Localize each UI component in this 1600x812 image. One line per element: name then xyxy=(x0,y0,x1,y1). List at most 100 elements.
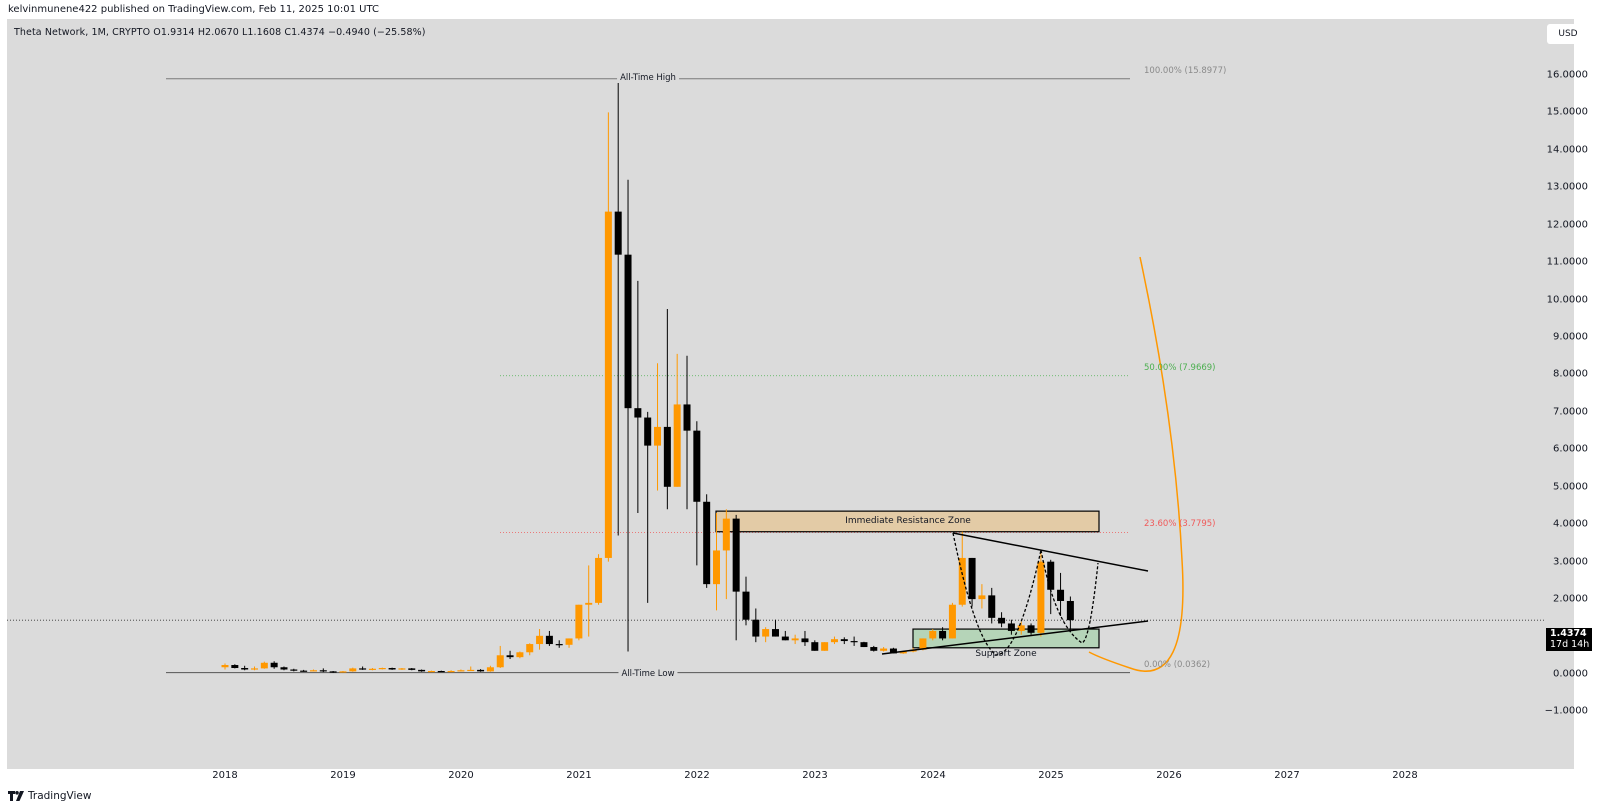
candle-body xyxy=(506,655,514,658)
candle-body xyxy=(467,669,475,672)
year-tick: 2023 xyxy=(802,770,828,781)
candle-body xyxy=(486,667,494,672)
price-tick: 12.0000 xyxy=(1546,219,1588,231)
candle-body xyxy=(555,644,563,646)
candle-body xyxy=(516,652,524,658)
candle-body xyxy=(673,404,681,487)
candle-body xyxy=(398,668,406,670)
candle-body xyxy=(1037,561,1045,633)
candle-body xyxy=(388,668,396,670)
fib-level-label: 23.60% (3.7795) xyxy=(1144,519,1216,530)
candle-body xyxy=(1027,625,1035,633)
candle-body xyxy=(889,648,897,654)
candle-body xyxy=(693,430,701,502)
candle-body xyxy=(968,557,976,600)
price-tick: 9.0000 xyxy=(1553,331,1588,343)
candle-body xyxy=(703,501,711,585)
price-tick: 16.0000 xyxy=(1546,69,1588,81)
candle-body xyxy=(762,629,770,637)
price-tick: −1.0000 xyxy=(1544,705,1588,717)
price-tick: 2.0000 xyxy=(1553,593,1588,605)
candle-body xyxy=(948,604,956,639)
candle-body xyxy=(801,638,809,643)
candle-body xyxy=(791,638,799,641)
year-tick: 2021 xyxy=(566,770,592,781)
price-tick: 13.0000 xyxy=(1546,181,1588,193)
candle-body xyxy=(1017,625,1025,631)
descending-trendline xyxy=(952,532,1149,572)
candle-body xyxy=(329,671,337,673)
candle-body xyxy=(811,642,819,651)
candle-body xyxy=(260,662,268,669)
publisher-line: kelvinmunene422 published on TradingView… xyxy=(8,4,379,15)
candle-body xyxy=(575,604,583,639)
candle-body xyxy=(929,630,937,639)
last-price-value: 1.4374 xyxy=(1550,628,1587,639)
candle-body xyxy=(781,636,789,641)
candle-body xyxy=(654,426,662,446)
candle-body xyxy=(290,669,298,671)
candle-body xyxy=(663,426,671,487)
year-tick: 2020 xyxy=(448,770,474,781)
candle-body xyxy=(958,557,966,605)
candle-body xyxy=(477,669,485,672)
ath-label: All-Time High xyxy=(617,73,679,83)
candle-body xyxy=(359,668,367,670)
candle-body xyxy=(378,668,386,670)
candle-body xyxy=(585,602,593,605)
candle-body xyxy=(496,655,504,668)
candle-body xyxy=(457,670,465,672)
fib-level-label: 50.00% (7.9669) xyxy=(1144,362,1216,373)
candle-body xyxy=(349,668,357,672)
year-tick: 2018 xyxy=(212,770,238,781)
price-tick: 7.0000 xyxy=(1553,406,1588,418)
symbol-ohlc-legend: Theta Network, 1M, CRYPTO O1.9314 H2.067… xyxy=(14,27,426,38)
year-tick: 2026 xyxy=(1156,770,1182,781)
candle-body xyxy=(870,647,878,651)
candle-body xyxy=(270,662,278,668)
candle-body xyxy=(821,642,829,651)
candle-body xyxy=(683,404,691,431)
candle-body xyxy=(939,630,947,639)
price-tick: 4.0000 xyxy=(1553,518,1588,530)
candle-body xyxy=(752,619,760,637)
candle-body xyxy=(998,617,1006,624)
tradingview-footer[interactable]: TradingView xyxy=(8,790,91,802)
candle-body xyxy=(241,668,249,670)
candle-body xyxy=(339,671,347,673)
candle-body xyxy=(595,557,603,603)
candle-body xyxy=(1007,623,1015,631)
candle-body xyxy=(860,642,868,648)
candle-body xyxy=(368,668,376,670)
price-tick: 6.0000 xyxy=(1553,443,1588,455)
candle-body xyxy=(408,668,416,670)
candle-body xyxy=(732,518,740,592)
atl-label: All-Time Low xyxy=(618,669,678,679)
candle-body xyxy=(988,595,996,618)
candle-body xyxy=(880,648,888,651)
candle-body xyxy=(899,651,907,654)
candle-body xyxy=(830,639,838,643)
candle-body xyxy=(722,518,730,551)
candle-body xyxy=(713,550,720,585)
year-tick: 2022 xyxy=(684,770,710,781)
fib-level-label: 0.00% (0.0362) xyxy=(1144,659,1211,670)
projection-curve xyxy=(1088,256,1184,672)
candle-body xyxy=(771,629,779,637)
candle-body xyxy=(634,408,642,418)
chart-area[interactable] xyxy=(7,19,1574,769)
cup-curve-1 xyxy=(952,532,1042,656)
year-tick: 2027 xyxy=(1274,770,1300,781)
price-tick: 15.0000 xyxy=(1546,106,1588,118)
fib-level-label: 100.00% (15.8977) xyxy=(1144,65,1227,76)
candle-body xyxy=(231,665,239,669)
candle-body xyxy=(300,670,308,672)
ascending-trendline xyxy=(881,620,1149,655)
price-tick: 14.0000 xyxy=(1546,144,1588,156)
currency-button[interactable]: USD xyxy=(1547,24,1589,44)
price-tick: 3.0000 xyxy=(1553,556,1588,568)
candle-body xyxy=(742,591,750,620)
candle-body xyxy=(565,638,573,645)
bar-countdown: 17d 14h xyxy=(1550,639,1590,650)
